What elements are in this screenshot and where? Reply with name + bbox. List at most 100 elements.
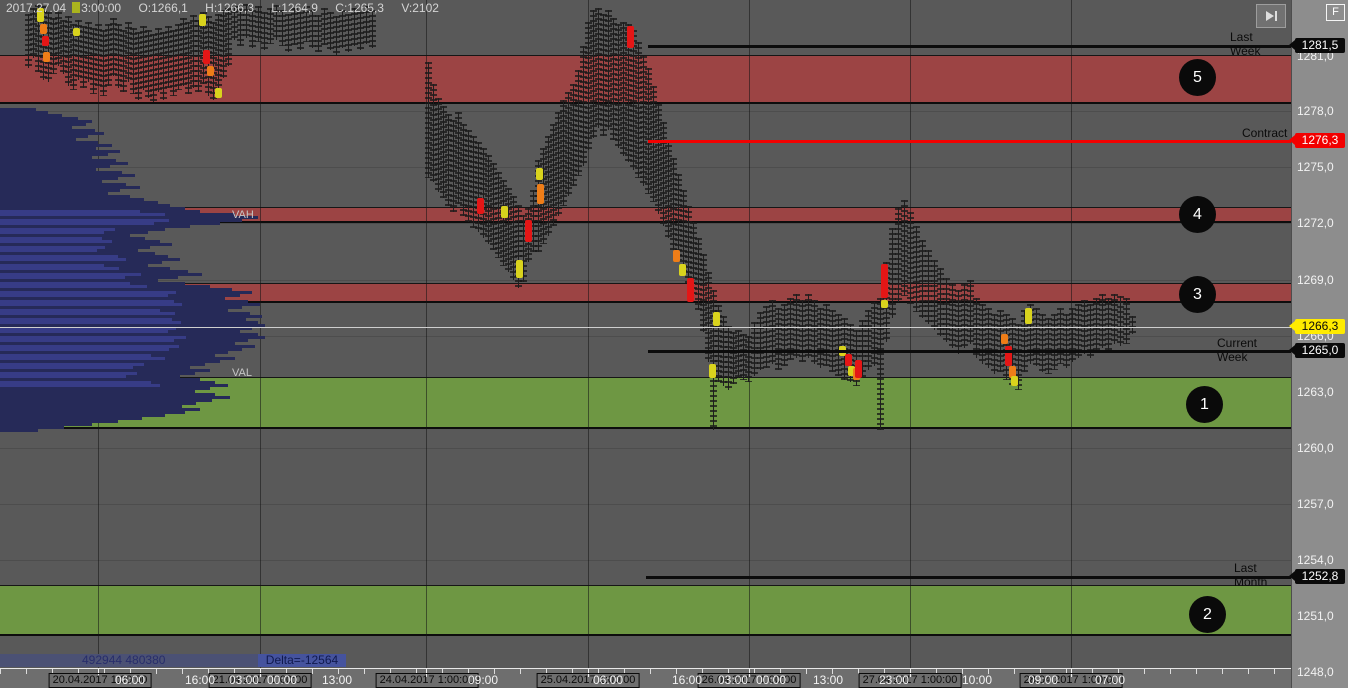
volume-profile-row [0,411,185,414]
volume-cell-o [40,24,47,34]
volume-profile-row [0,147,96,150]
volume-profile-row [0,171,122,174]
cluster-bar [231,6,238,40]
volume-profile-row [0,384,228,387]
volume-profile-row-bright [0,321,181,324]
day-gridline [260,0,261,668]
time-label: 03:00 [228,673,260,687]
cluster-bar [853,330,860,386]
cluster-bar [1039,314,1046,372]
price-tick-label: 1272,0 [1297,216,1334,230]
delta-badge: Delta=-12564 [258,654,346,667]
volume-profile-row-bright [0,366,133,369]
level-label-last-week: Last Week [1230,30,1261,58]
volume-profile-row [0,243,172,246]
price-badge-arrow [1289,321,1295,331]
cluster-bar [225,8,232,66]
volume-profile-row-bright [0,300,174,303]
cluster-bar [357,12,364,50]
volume-profile-row-bright [0,312,175,315]
cluster-bar [255,6,262,42]
volume-profile-row [0,420,118,423]
volume-profile-row [0,330,240,333]
cluster-bar [135,32,142,100]
volume-profile-row [0,405,182,408]
cluster-bar [130,28,137,94]
cluster-bar [1027,304,1034,364]
volume-profile-row [0,393,215,396]
cluster-bar [50,18,57,74]
cluster-bar [273,5,280,40]
volume-profile-row [0,408,200,411]
cluster-bar [670,158,677,250]
date-label: 25.04.2017 1:00:00 [536,673,640,688]
skip-to-end-button[interactable] [1256,4,1286,28]
volume-profile-row-bright [0,285,147,288]
cluster-bar [327,12,334,50]
cluster-bar [485,155,492,244]
cluster-bar [35,5,42,72]
volume-profile-row [0,135,88,138]
volume-profile-row-bright [0,372,137,375]
volume-profile-row [0,360,220,363]
zone-band-2 [0,585,1291,636]
volume-profile-row-bright [0,330,168,333]
date-label: 27.04.2017 1:00:00 [858,673,962,688]
volume-cell-y [536,168,543,180]
cluster-bar [781,304,788,366]
cluster-bar [279,10,286,46]
volume-profile-row [0,363,205,366]
volume-profile-row [0,348,242,351]
cluster-bar [60,20,67,74]
volume-profile-row-bright [0,222,154,225]
volume-profile-row [0,354,215,357]
volume-profile-row [0,138,76,141]
cluster-bar [1123,298,1130,344]
volume-profile-row [0,126,72,129]
volume-cell-o [43,52,50,62]
price-axis[interactable]: F 1281,0 1278,0 1275,0 1272,0 1269,0 1266,0 12… [1289,0,1348,688]
cluster-bar [700,254,707,332]
level-label-current-week: Current Week [1217,336,1258,364]
volume-profile-row [0,120,92,123]
volume-profile-row [0,423,92,426]
volume-profile-row [0,123,86,126]
level-line-contract [648,140,1291,143]
time-label: 00:00 [266,673,298,687]
volume-profile-row [0,258,180,261]
volume-profile-row-bright [0,291,176,294]
volume-profile-row-bright [0,345,179,348]
cluster-bar [321,8,328,45]
ohlc-time: 3:00:00 [81,1,122,15]
cluster-bar [351,8,358,46]
volume-profile-row-bright [0,258,126,261]
fullscreen-button[interactable]: F [1326,4,1345,21]
volume-profile-row [0,387,210,390]
price-badge-1252-8: 1252,8 [1289,569,1345,584]
cluster-bar [685,206,692,284]
ohlc-info-bar: 2017.27.04 3:00:00 O:1266,1 H:1266,3 L:12… [6,1,453,15]
volume-cell-r [203,50,210,64]
cluster-bar [715,305,722,382]
cluster-bar [565,92,572,196]
cluster-bar [465,130,472,222]
cluster-bar [100,30,107,96]
volume-cell-r [687,278,694,302]
cluster-bar [680,190,687,272]
price-tick-label: 1278,0 [1297,104,1334,118]
cluster-bar [70,24,77,90]
volume-profile-row [0,417,142,420]
cluster-bar [745,336,752,382]
cluster-bar [455,112,462,204]
cluster-bar [580,46,587,166]
chart-pane[interactable]: 5 4 VAH 3 1 VAL 2 Last Week Contract Current Week… [0,0,1291,668]
time-axis[interactable]: 20.04.2017 1:00:00 21.04.2017 1:00:00 24.0… [0,668,1291,688]
cluster-bar [655,104,662,214]
volume-profile-row [0,117,78,120]
time-label: 03:00 [717,673,749,687]
cluster-bar [925,250,932,324]
cluster-bar [997,310,1004,372]
cluster-bar [180,18,187,86]
cluster-bar [125,22,132,82]
cluster-bar [805,294,812,358]
